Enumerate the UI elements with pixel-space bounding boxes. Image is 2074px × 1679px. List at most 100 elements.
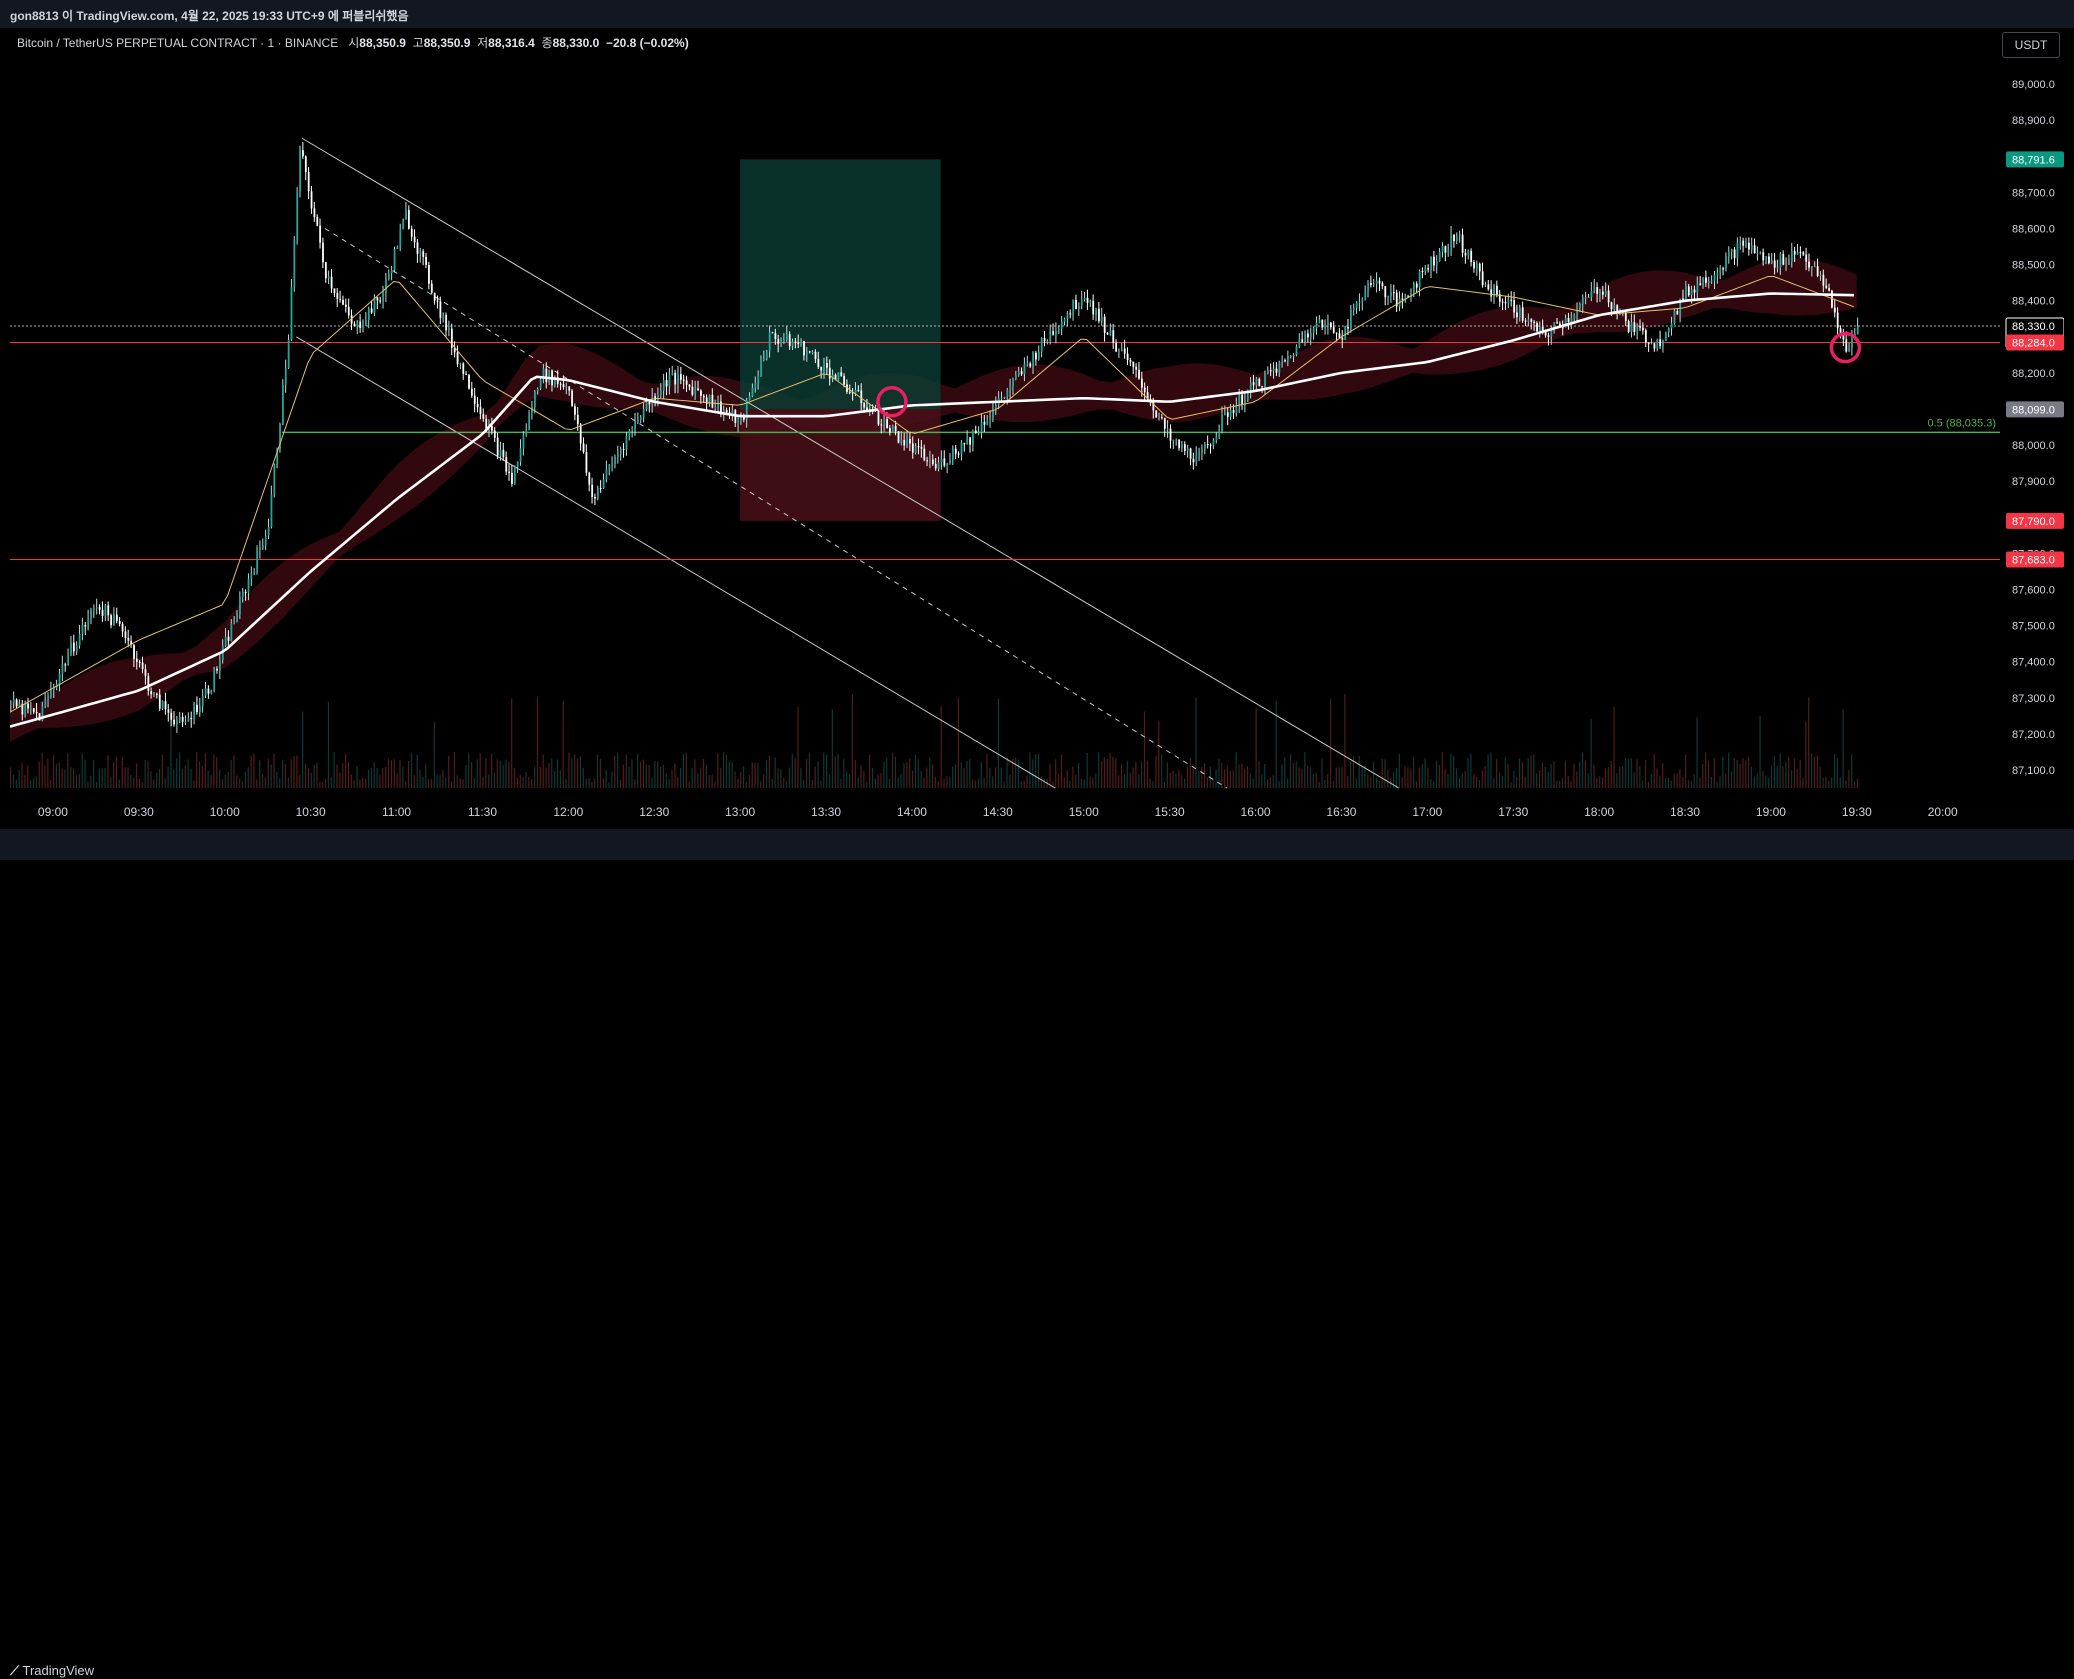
volume-bar: [1138, 774, 1140, 788]
candle-up: [1484, 284, 1487, 286]
candle-up: [296, 191, 299, 241]
volume-bar: [1687, 780, 1690, 788]
volume-bar: [1272, 775, 1274, 788]
volume-bar: [164, 778, 166, 788]
price-tag-label: 88,330.0: [2012, 321, 2055, 333]
candle-up: [1367, 283, 1370, 291]
volume-bar: [906, 762, 908, 788]
volume-bar: [133, 777, 135, 788]
candle-up: [628, 430, 631, 437]
candle-up: [994, 404, 997, 410]
candle-up: [1662, 340, 1664, 347]
volume-bar: [408, 760, 410, 788]
volume-bar: [138, 778, 141, 788]
candle-up: [668, 374, 671, 387]
volume-bar: [1716, 781, 1718, 788]
candle-up: [1218, 431, 1221, 438]
candle-up: [1599, 291, 1601, 295]
volume-bar: [1289, 754, 1292, 788]
volume-bar: [565, 779, 567, 788]
volume-bar: [1332, 780, 1335, 788]
volume-bar: [1768, 777, 1770, 788]
symbol-name[interactable]: Bitcoin / TetherUS PERPETUAL CONTRACT · …: [17, 36, 339, 50]
candle-down: [496, 437, 499, 456]
candle-up: [714, 406, 717, 408]
volume-bar: [1132, 767, 1134, 788]
candle-up: [1078, 306, 1080, 310]
candle-up: [977, 432, 980, 434]
candlestick-chart[interactable]: 0.5 (88,035.3) 09:00 09:30 10:00 10:30 11:00 1…: [10, 28, 2064, 829]
candle-down: [416, 242, 419, 254]
volume-bar: [1040, 776, 1042, 788]
candle-up: [1264, 373, 1266, 387]
candle-up: [184, 721, 187, 723]
volume-bar: [1796, 768, 1798, 788]
candle-down: [216, 668, 218, 671]
candle-up: [405, 209, 407, 220]
tradingview-logo[interactable]: ⟋ TradingView: [10, 1663, 94, 1679]
volume-bar: [1753, 776, 1755, 788]
volume-bar: [1221, 762, 1223, 788]
candle-up: [30, 708, 32, 710]
candle-up: [619, 448, 622, 455]
volume-bar: [224, 774, 226, 788]
candle-down: [685, 380, 688, 385]
candle-down: [1112, 330, 1115, 343]
candle-down: [227, 636, 230, 641]
volume-bar: [1321, 758, 1323, 788]
volume-bar: [1627, 758, 1629, 788]
candle-down: [115, 614, 118, 622]
volume-bar: [287, 777, 289, 788]
volume-bar: [768, 755, 770, 788]
candle-up: [525, 429, 528, 435]
volume-bar: [1295, 761, 1297, 788]
volume-bar: [989, 767, 991, 788]
volume-bar: [267, 758, 269, 788]
volume-bar: [1725, 773, 1727, 788]
candle-up: [256, 549, 259, 571]
volume-bar: [1212, 777, 1214, 788]
volume-bar: [654, 760, 656, 788]
candle-up: [642, 409, 645, 418]
candle-down: [439, 301, 442, 318]
volume-bar: [430, 779, 433, 788]
volume-bar: [1788, 757, 1790, 788]
x-tick-label: 17:00: [1412, 805, 1442, 819]
currency-button[interactable]: USDT: [2002, 32, 2060, 58]
candle-down: [1773, 260, 1776, 268]
volume-bar: [219, 769, 221, 788]
candle-down: [1341, 337, 1344, 340]
candle-down: [1226, 412, 1229, 417]
volume-bar: [233, 754, 235, 788]
candle-down: [410, 228, 413, 237]
volume-bar: [883, 761, 885, 788]
candle-down: [720, 401, 722, 415]
volume-bar: [310, 772, 312, 788]
candle-down: [571, 390, 574, 407]
candle-up: [966, 437, 969, 445]
candle-down: [1275, 368, 1278, 373]
candle-up: [823, 363, 825, 371]
candle-down: [1831, 290, 1833, 308]
volume-bar: [84, 759, 86, 788]
candle-up: [1750, 245, 1753, 250]
candle-down: [1206, 444, 1209, 446]
volume-bar: [992, 776, 994, 788]
candle-up: [267, 526, 270, 536]
chart-frame[interactable]: 0.5 (88,035.3) 09:00 09:30 10:00 10:30 11:00 1…: [10, 28, 2064, 829]
candle-up: [900, 439, 903, 443]
volume-bar: [216, 757, 218, 788]
volume-bar: [1622, 765, 1624, 788]
candle-down: [1338, 333, 1341, 338]
volume-bar: [1650, 773, 1652, 788]
candle-down: [840, 372, 843, 377]
candle-down: [1607, 290, 1610, 303]
candle-up: [757, 375, 760, 383]
candle-up: [12, 699, 15, 704]
candle-down: [1395, 292, 1398, 307]
candle-down: [1461, 234, 1464, 253]
candle-up: [837, 372, 840, 380]
volume-bar: [450, 781, 453, 788]
volume-bar: [462, 779, 464, 788]
volume-bar: [1166, 762, 1168, 788]
